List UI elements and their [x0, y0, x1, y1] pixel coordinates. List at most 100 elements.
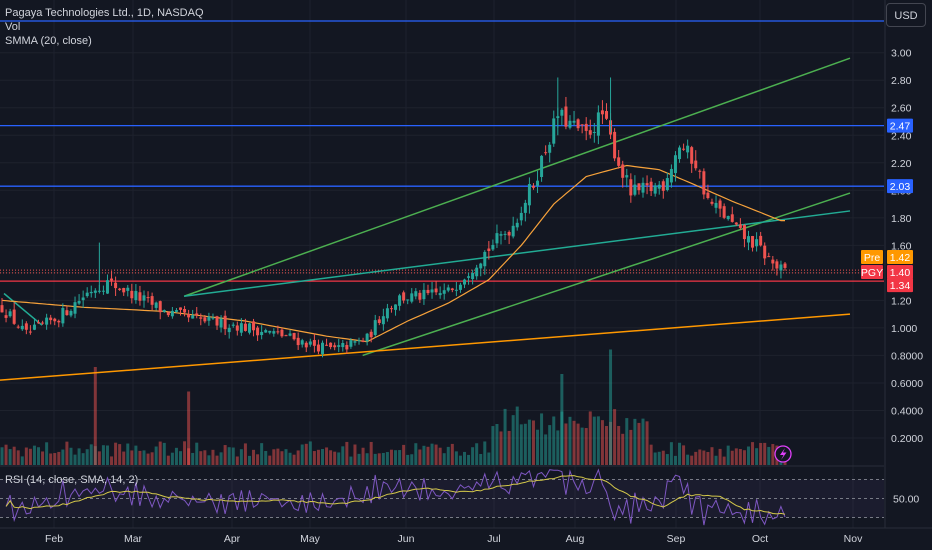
candle-body [288, 333, 292, 336]
candle-body [499, 234, 503, 236]
y-tick-label: 0.8000 [891, 350, 923, 362]
rsi-tick-label: 50.00 [893, 494, 919, 506]
volume-bar [682, 445, 686, 465]
candle-body [592, 131, 596, 133]
lightning-bolt [780, 448, 787, 460]
candle-body [430, 289, 434, 293]
candle-body [669, 168, 673, 183]
candle-body [130, 290, 134, 299]
candle-body [134, 290, 138, 301]
time-axis[interactable]: Feb Mar Apr May Jun Jul Aug Sep Oct Nov [0, 527, 932, 545]
candle-body [300, 340, 304, 345]
volume-bar [32, 445, 36, 465]
candle-body [686, 145, 690, 153]
volume-bar [767, 446, 771, 465]
orange-trendline [0, 313, 851, 381]
candle-body [434, 288, 438, 293]
candle-body [329, 342, 333, 348]
volume-bar [268, 455, 272, 465]
rsi-indicator-label[interactable]: RSI (14, close, SMA, 14, 2) [5, 474, 139, 486]
candle-body [763, 245, 767, 259]
volume-bar [195, 442, 199, 465]
y-tick-label: 3.00 [891, 48, 912, 60]
candle-body [422, 289, 426, 300]
candle-body [0, 305, 4, 313]
candle-body [775, 261, 779, 269]
candle-body [264, 330, 268, 333]
candle-body [304, 342, 308, 348]
volume-bar [227, 447, 231, 465]
symbol-title[interactable]: Pagaya Technologies Ltd., 1D, NASDAQ [5, 7, 204, 19]
volume-bar [312, 451, 316, 465]
volume-bar [369, 441, 373, 465]
channel-lower [362, 192, 851, 357]
candle-body [738, 224, 742, 228]
pgy-value: 1.40 [890, 267, 911, 279]
volume-bar [85, 449, 89, 465]
y-tick-label: 0.2000 [891, 433, 923, 445]
candle-body [418, 292, 422, 300]
candle-body [325, 344, 329, 346]
volume-bar [345, 441, 349, 465]
volume-bar [450, 443, 454, 465]
volume-bar [763, 442, 767, 465]
volume-indicator-label[interactable]: Vol [5, 21, 21, 33]
candle-body [495, 233, 499, 244]
volume-bar [430, 443, 434, 465]
y-tick-label: 0.4000 [891, 405, 923, 417]
volume-bar [381, 452, 385, 465]
volume-bar [45, 442, 49, 465]
volume-bar [239, 449, 243, 465]
y-tick-label: 1.000 [891, 323, 917, 335]
smma-indicator-label[interactable]: SMMA (20, close) [5, 35, 92, 47]
volume-bar [422, 445, 426, 465]
volume-bar [531, 420, 535, 465]
candle-body [531, 185, 535, 188]
candle-body [4, 315, 8, 318]
volume-bar [138, 450, 142, 465]
candle-body [154, 302, 158, 308]
rsi-ma-line [5, 475, 786, 515]
candle-body [280, 329, 284, 337]
candle-body [751, 236, 755, 248]
candle-body [316, 344, 320, 352]
candle-body [637, 183, 641, 191]
volume-bar [110, 456, 114, 465]
volume-bar [223, 445, 227, 465]
candle-body [179, 307, 183, 310]
volume-bar [759, 442, 763, 465]
volume-bar [568, 416, 572, 465]
volume-bar [183, 441, 187, 465]
candle-body [146, 297, 150, 299]
volume-bar [134, 445, 138, 465]
volume-bar [49, 453, 53, 465]
candle-body [272, 331, 276, 334]
candle-body [337, 345, 341, 347]
candle-body [621, 164, 625, 178]
candle-body [613, 131, 617, 159]
candle-body [105, 280, 109, 294]
volume-bars [0, 349, 787, 465]
candle-body [126, 287, 130, 291]
candle-body [369, 331, 373, 338]
volume-bar [4, 444, 8, 465]
volume-bar [292, 454, 296, 465]
volume-bar [353, 444, 357, 465]
volume-bar [771, 444, 775, 465]
alert-icon-group[interactable] [774, 445, 792, 463]
candle-body [746, 236, 750, 243]
horizontal-levels[interactable] [0, 20, 884, 282]
smma-line [1, 164, 785, 343]
candle-body [600, 110, 604, 115]
volume-bar [479, 453, 483, 465]
volume-bar [256, 454, 260, 465]
currency-button[interactable]: USD [886, 3, 926, 27]
candle-body [402, 292, 406, 301]
volume-bar [341, 446, 345, 465]
volume-bar [564, 423, 568, 465]
volume-bar [690, 455, 694, 465]
volume-bar [596, 416, 600, 465]
candle-body [544, 152, 548, 154]
candle-body [580, 124, 584, 126]
